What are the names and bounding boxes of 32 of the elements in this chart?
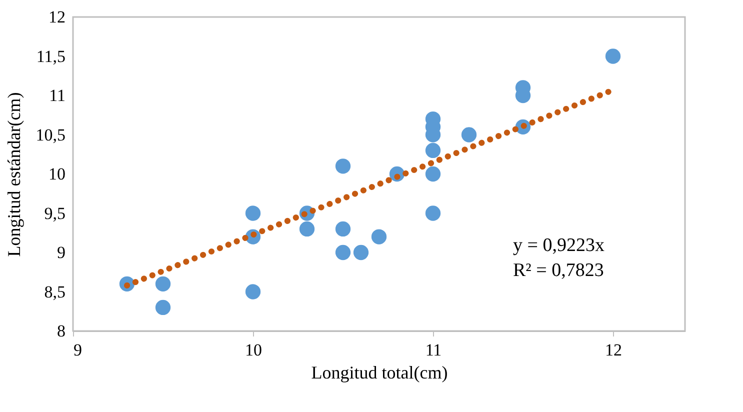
y-axis-title: Longitud estándar(cm): [4, 92, 24, 257]
point: [335, 244, 351, 260]
point: [425, 166, 441, 182]
x-tick-label: 11: [425, 340, 442, 360]
x-axis-title: Longitud total(cm): [311, 362, 448, 382]
y-tick-label: 11: [49, 86, 66, 105]
point: [245, 284, 261, 300]
y-tick-label: 12: [48, 8, 66, 26]
point: [155, 300, 171, 316]
y-tick-label: 10: [48, 164, 66, 184]
point: [605, 48, 621, 64]
y-tick-label: 9,5: [44, 204, 66, 223]
point: [335, 158, 351, 174]
y-tick-label: 9: [57, 243, 66, 262]
point: [245, 206, 261, 221]
point: [461, 127, 477, 142]
point: [425, 206, 441, 221]
point: [353, 244, 369, 260]
y-tick-label: 8,5: [44, 282, 66, 302]
x-tick-label: 12: [605, 340, 622, 360]
x-tick-label: 10: [245, 340, 262, 360]
point: [299, 221, 315, 237]
y-tick-label: 11,5: [36, 46, 66, 66]
y-tick-label: 10,5: [36, 125, 66, 144]
x-tick-label: 9: [74, 340, 82, 360]
point: [155, 276, 171, 292]
annotation: R² = 0,7823: [513, 260, 604, 281]
annotation: y = 0,9223x: [513, 235, 605, 256]
point: [371, 229, 387, 244]
y-tick-label: 8: [57, 322, 66, 340]
point: [335, 221, 351, 237]
point: [425, 142, 441, 158]
